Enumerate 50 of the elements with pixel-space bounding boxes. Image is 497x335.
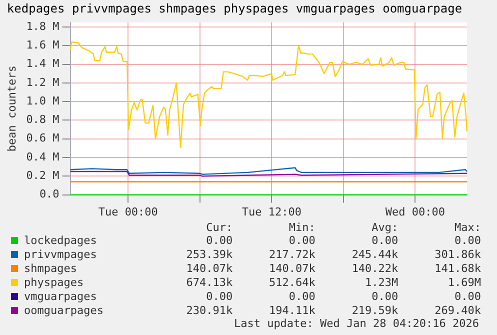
chart-title: kedpages privvmpages shmpages physpages vmguarpages oomguarpage <box>6 1 462 16</box>
text: 140.22k <box>350 262 400 276</box>
text: 253.39k <box>185 248 234 262</box>
y-tick-label: 0.0 <box>39 188 60 201</box>
y-tick-label: 0.8 M <box>26 113 60 126</box>
text: Last update: Wed Jan 28 04:20:16 2026 <box>232 317 480 330</box>
y-tick-label: 0.2 M <box>26 169 60 182</box>
y-axis-title: bean counters <box>5 66 18 152</box>
text: 245.44k <box>350 248 400 262</box>
legend-label: oomguarpages <box>23 304 104 318</box>
x-tick-label: Tue 00:00 <box>98 205 158 218</box>
text: 0.00 <box>454 234 482 248</box>
text: 230.91k <box>185 304 234 318</box>
text: 0.00 <box>370 234 400 248</box>
y-tick-label: 0.6 M <box>26 132 60 145</box>
y-tick-label: 1.6 M <box>26 38 60 52</box>
x-tick-label: Tue 12:00 <box>242 205 302 218</box>
legend-label: vmguarpages <box>23 290 98 304</box>
text: 219.59k <box>350 304 400 318</box>
y-tick-label: 1.4 M <box>26 57 60 70</box>
text: 0.00 <box>288 234 316 248</box>
text: 0.00 <box>454 290 482 304</box>
legend-label: physpages <box>23 276 85 290</box>
text: Max: <box>454 221 482 234</box>
text: Min: <box>288 221 316 234</box>
text: 1.23M <box>364 276 400 290</box>
text: 194.11k <box>268 304 316 318</box>
y-tick-label: 0.4 M <box>26 150 60 164</box>
legend-label: shmpages <box>23 262 78 276</box>
text: Avg: <box>370 221 400 234</box>
text: 1.69M <box>446 276 482 290</box>
text: 141.68k <box>434 262 482 276</box>
text: 0.00 <box>288 290 316 304</box>
x-tick-label: Wed 00:00 <box>385 205 445 218</box>
text: 674.13k <box>185 276 234 290</box>
text: 512.64k <box>268 276 316 290</box>
text: 0.00 <box>370 290 400 304</box>
text: 140.07k <box>268 262 316 276</box>
legend-label: lockedpages <box>23 234 98 248</box>
text: 301.86k <box>434 248 482 262</box>
text: 217.72k <box>268 248 316 262</box>
y-tick-label: 1.0 M <box>26 94 60 108</box>
text: 0.00 <box>205 290 234 304</box>
text: 0.00 <box>205 234 234 248</box>
text: 140.07k <box>185 262 234 276</box>
legend-label: privvmpages <box>23 248 98 262</box>
text: 269.40k <box>434 304 482 318</box>
y-tick-label: 1.8 M <box>26 20 60 33</box>
text: Cur: <box>205 221 234 234</box>
y-tick-label: 1.2 M <box>26 76 60 89</box>
